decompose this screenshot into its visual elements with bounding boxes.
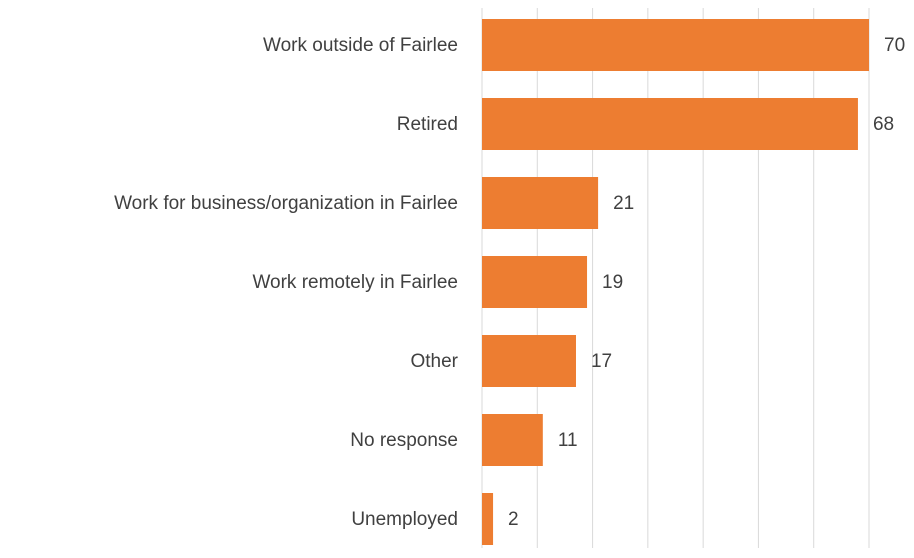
category-label: Unemployed (351, 509, 458, 530)
bar (482, 256, 588, 308)
bar (482, 19, 869, 71)
bar (482, 98, 858, 150)
bar (482, 414, 543, 466)
bar (482, 335, 576, 387)
category-label: Retired (397, 114, 458, 135)
category-label: Work for business/organization in Fairle… (114, 193, 458, 214)
value-label: 19 (602, 272, 623, 293)
value-label: 68 (873, 114, 894, 135)
value-label: 11 (558, 430, 578, 451)
value-label: 17 (591, 351, 612, 372)
value-label: 21 (613, 193, 634, 214)
category-label: Work outside of Fairlee (263, 35, 458, 56)
category-label: Other (410, 351, 458, 372)
category-label: Work remotely in Fairlee (252, 272, 458, 293)
value-label: 70 (884, 35, 905, 56)
value-label: 2 (508, 509, 519, 530)
bar (482, 493, 494, 545)
bar (482, 177, 599, 229)
category-label: No response (350, 430, 458, 451)
